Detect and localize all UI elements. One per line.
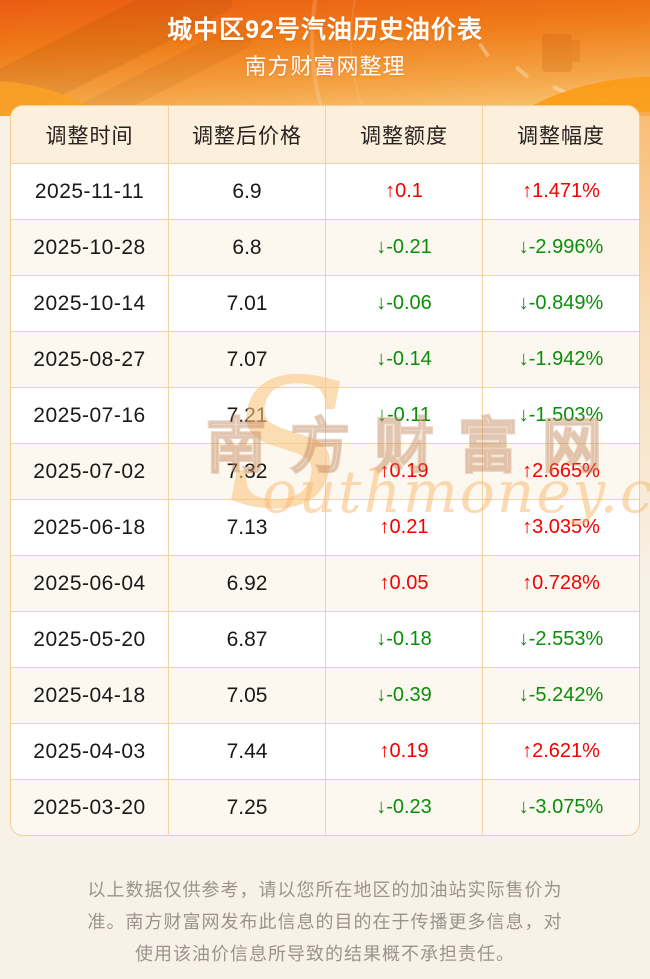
table-row: 2025-10-14 7.01 ↓-0.06 ↓-0.849% — [11, 275, 639, 331]
cell-adjusted-price: 7.32 — [168, 443, 325, 499]
table-row: 2025-07-16 7.21 ↓-0.11 ↓-1.503% — [11, 387, 639, 443]
cell-adjust-percent: ↑3.035% — [482, 499, 639, 555]
cell-adjust-date: 2025-07-02 — [11, 443, 168, 499]
cell-adjust-amount: ↑0.19 — [325, 723, 482, 779]
cell-adjusted-price: 7.44 — [168, 723, 325, 779]
cell-adjust-percent: ↓-1.942% — [482, 331, 639, 387]
cell-adjusted-price: 7.05 — [168, 667, 325, 723]
cell-adjust-percent: ↓-2.553% — [482, 611, 639, 667]
disclaimer-text: 以上数据仅供参考，请以您所在地区的加油站实际售价为准。南方财富网发布此信息的目的… — [87, 880, 563, 964]
table-row: 2025-05-20 6.87 ↓-0.18 ↓-2.553% — [11, 611, 639, 667]
cell-adjusted-price: 7.13 — [168, 499, 325, 555]
column-header-adjust-amount: 调整额度 — [325, 106, 482, 163]
cell-adjusted-price: 6.8 — [168, 219, 325, 275]
cell-adjust-percent: ↑2.665% — [482, 443, 639, 499]
cell-adjust-amount: ↓-0.18 — [325, 611, 482, 667]
column-header-adjusted-price: 调整后价格 — [168, 106, 325, 163]
cell-adjust-amount: ↓-0.14 — [325, 331, 482, 387]
cell-adjust-amount: ↑0.05 — [325, 555, 482, 611]
cell-adjust-amount: ↓-0.11 — [325, 387, 482, 443]
cell-adjust-amount: ↑0.21 — [325, 499, 482, 555]
column-header-adjust-time: 调整时间 — [11, 106, 168, 163]
cell-adjust-amount: ↓-0.21 — [325, 219, 482, 275]
cell-adjust-date: 2025-10-14 — [11, 275, 168, 331]
title-block: 城中区92号汽油历史油价表 南方财富网整理 — [0, 0, 650, 105]
page-subtitle: 南方财富网整理 — [244, 54, 406, 79]
cell-adjust-percent: ↑2.621% — [482, 723, 639, 779]
column-header-adjust-rate: 调整幅度 — [482, 106, 639, 163]
cell-adjust-date: 2025-03-20 — [11, 779, 168, 835]
cell-adjusted-price: 7.21 — [168, 387, 325, 443]
cell-adjust-date: 2025-07-16 — [11, 387, 168, 443]
table-row: 2025-03-20 7.25 ↓-0.23 ↓-3.075% — [11, 779, 639, 835]
table-row: 2025-04-18 7.05 ↓-0.39 ↓-5.242% — [11, 667, 639, 723]
cell-adjust-date: 2025-05-20 — [11, 611, 168, 667]
cell-adjust-amount: ↓-0.23 — [325, 779, 482, 835]
cell-adjust-percent: ↓-0.849% — [482, 275, 639, 331]
fuel-gauge-illustration — [310, 0, 650, 116]
cell-adjusted-price: 7.07 — [168, 331, 325, 387]
cell-adjust-date: 2025-06-04 — [11, 555, 168, 611]
table-header-row: 调整时间 调整后价格 调整额度 调整幅度 — [11, 106, 639, 163]
cell-adjusted-price: 6.87 — [168, 611, 325, 667]
cell-adjust-date: 2025-08-27 — [11, 331, 168, 387]
table-row: 2025-06-18 7.13 ↑0.21 ↑3.035% — [11, 499, 639, 555]
cell-adjust-percent: ↑1.471% — [482, 163, 639, 219]
cell-adjust-percent: ↑0.728% — [482, 555, 639, 611]
table-row: 2025-08-27 7.07 ↓-0.14 ↓-1.942% — [11, 331, 639, 387]
cell-adjust-amount: ↓-0.06 — [325, 275, 482, 331]
table-row: 2025-06-04 6.92 ↑0.05 ↑0.728% — [11, 555, 639, 611]
cell-adjusted-price: 6.9 — [168, 163, 325, 219]
cell-adjust-date: 2025-10-28 — [11, 219, 168, 275]
fuel-gauge-illustration — [350, 0, 650, 116]
price-history-table: 调整时间 调整后价格 调整额度 调整幅度 2025-11-11 6.9 ↑0.1 ↑1… — [10, 105, 640, 836]
table-row: 2025-10-28 6.8 ↓-0.21 ↓-2.996% — [11, 219, 639, 275]
fuel-pump-icon — [542, 34, 580, 72]
table-row: 2025-07-02 7.32 ↑0.19 ↑2.665% — [11, 443, 639, 499]
cell-adjust-date: 2025-04-18 — [11, 667, 168, 723]
cell-adjusted-price: 6.92 — [168, 555, 325, 611]
cell-adjust-percent: ↓-2.996% — [482, 219, 639, 275]
table-row: 2025-04-03 7.44 ↑0.19 ↑2.621% — [11, 723, 639, 779]
page-title: 城中区92号汽油历史油价表 — [167, 16, 483, 44]
cell-adjust-percent: ↓-3.075% — [482, 779, 639, 835]
hero-banner — [0, 0, 650, 116]
cell-adjust-percent: ↓-5.242% — [482, 667, 639, 723]
cell-adjust-percent: ↓-1.503% — [482, 387, 639, 443]
cell-adjusted-price: 7.01 — [168, 275, 325, 331]
cell-adjust-amount: ↑0.19 — [325, 443, 482, 499]
table-row: 2025-11-11 6.9 ↑0.1 ↑1.471% — [11, 163, 639, 219]
cell-adjusted-price: 7.25 — [168, 779, 325, 835]
cell-adjust-amount: ↓-0.39 — [325, 667, 482, 723]
cell-adjust-date: 2025-04-03 — [11, 723, 168, 779]
cell-adjust-date: 2025-06-18 — [11, 499, 168, 555]
cell-adjust-date: 2025-11-11 — [11, 163, 168, 219]
cell-adjust-amount: ↑0.1 — [325, 163, 482, 219]
